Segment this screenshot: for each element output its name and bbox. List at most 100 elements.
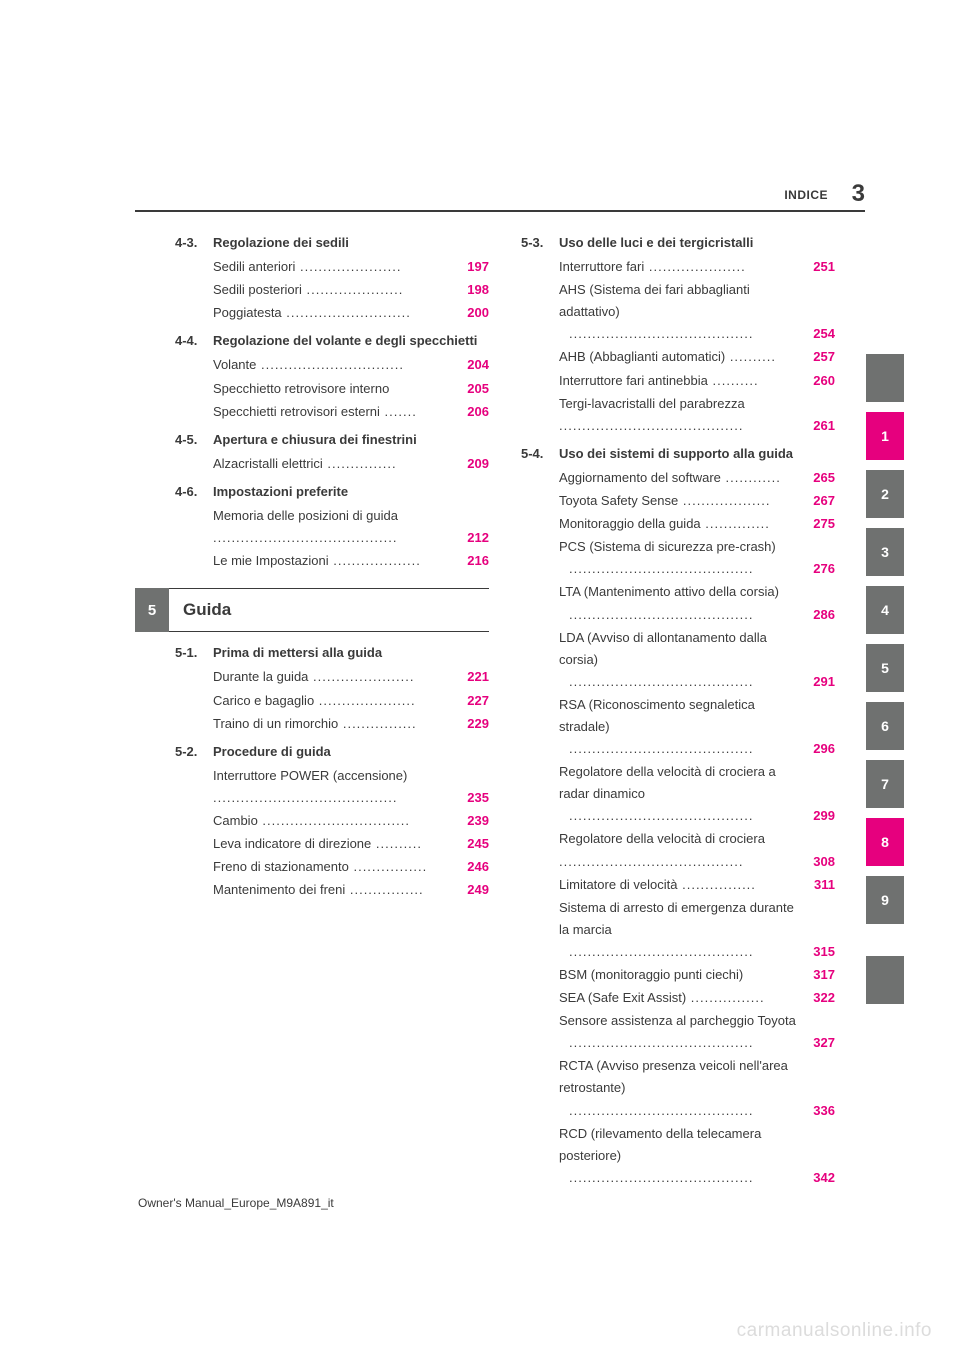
- chapter-tab-2: 2: [866, 470, 904, 518]
- entry-text: Mantenimento dei freni: [213, 879, 345, 901]
- entry-text: SEA (Safe Exit Assist): [559, 987, 686, 1009]
- section-number: 4-3.: [175, 232, 213, 254]
- chapter-tab-4: 4: [866, 586, 904, 634]
- toc-entry: Carico e bagaglio ..................... 2…: [175, 690, 489, 712]
- page-ref: 251: [813, 256, 835, 278]
- toc-entry: Leva indicatore di direzione .......... 2…: [175, 833, 489, 855]
- entry-continuation: ........................................: [559, 607, 753, 622]
- toc-entry: Sedili posteriori .....................1…: [175, 279, 489, 301]
- toc-entry: Durante la guida ......................2…: [175, 666, 489, 688]
- toc-entry: Mantenimento dei freni ................2…: [175, 879, 489, 901]
- entry-continuation: ........................................: [559, 1103, 753, 1118]
- section-heading: 5-4.Uso dei sistemi di supporto alla gui…: [521, 443, 835, 465]
- leader-dots: ..........: [708, 373, 759, 388]
- entry-text: LTA (Mantenimento attivo della corsia): [559, 581, 779, 603]
- leader-dots: ...........................: [282, 305, 411, 320]
- page-ref: 221: [467, 666, 489, 688]
- leader-dots: .......: [380, 404, 417, 419]
- entry-text: BSM (monitoraggio punti ciechi): [559, 964, 743, 986]
- section-heading: 4-6.Impostazioni preferite: [175, 481, 489, 503]
- entry-text: AHS (Sistema dei fari abbaglianti adatta…: [559, 279, 799, 323]
- chapter-tab-blank: .: [866, 354, 904, 402]
- toc-entry: AHB (Abbaglianti automatici) ..........2…: [521, 346, 835, 368]
- section-number: 4-5.: [175, 429, 213, 451]
- toc-entry: RCD (rilevamento della telecamera poster…: [521, 1123, 835, 1189]
- entry-text: Freno di stazionamento: [213, 856, 349, 878]
- page-ref: 291: [813, 671, 835, 693]
- leader-dots: ...............: [323, 456, 397, 471]
- leader-dots: ...................: [678, 493, 770, 508]
- entry-text: Regolatore della velocità di crociera a …: [559, 761, 799, 805]
- page-ref: 200: [467, 302, 489, 324]
- entry-text: Toyota Safety Sense: [559, 490, 678, 512]
- toc-entry: LDA (Avviso di allontanamento dalla cors…: [521, 627, 835, 693]
- entry-text: Aggiornamento del software: [559, 467, 721, 489]
- leader-dots: ..........: [371, 836, 422, 851]
- toc-entry: Freno di stazionamento ................2…: [175, 856, 489, 878]
- entry-text: Cambio: [213, 810, 258, 832]
- entry-continuation: ........................................: [559, 418, 743, 433]
- leader-dots: ......................: [308, 669, 414, 684]
- page-ref: 265: [813, 467, 835, 489]
- toc-section: 5-3.Uso delle luci e dei tergicristalliI…: [521, 232, 835, 437]
- page-ref: 245: [467, 833, 489, 855]
- entry-text: RCD (rilevamento della telecamera poster…: [559, 1123, 799, 1167]
- entry-text: Interruttore POWER (accensione): [213, 765, 407, 787]
- page-ref: 246: [467, 856, 489, 878]
- toc-entry: LTA (Mantenimento attivo della corsia)..…: [521, 581, 835, 625]
- entry-text: Specchietto retrovisore interno: [213, 378, 389, 400]
- chapter-tab-blank: .: [866, 956, 904, 1004]
- header-rule: [135, 210, 865, 212]
- header-label: INDICE: [784, 188, 828, 202]
- entry-text: Poggiatesta: [213, 302, 282, 324]
- leader-dots: ......................: [295, 259, 401, 274]
- toc-entry: Poggiatesta ........................... 2…: [175, 302, 489, 324]
- entry-text: Monitoraggio della guida: [559, 513, 701, 535]
- toc-entry: Interruttore fari .....................2…: [521, 256, 835, 278]
- section-heading: 5-2.Procedure di guida: [175, 741, 489, 763]
- leader-dots: .....................: [314, 693, 415, 708]
- entry-continuation: ........................................: [559, 1035, 753, 1050]
- page-ref: 227: [467, 690, 489, 712]
- section-title: Apertura e chiusura dei finestrini: [213, 429, 483, 451]
- page-ref: 336: [813, 1100, 835, 1122]
- page-ref: 317: [813, 964, 835, 986]
- entry-text: Alzacristalli elettrici: [213, 453, 323, 475]
- entry-continuation: ........................................: [213, 790, 397, 805]
- page-number: 3: [852, 180, 865, 208]
- toc-section: 5-1.Prima di mettersi alla guidaDurante …: [175, 642, 489, 734]
- entry-continuation: ........................................: [559, 674, 753, 689]
- toc-entry: Sistema di arresto di emergenza durante …: [521, 897, 835, 963]
- entry-text: Specchietti retrovisori esterni: [213, 401, 380, 423]
- page-ref: 322: [813, 987, 835, 1009]
- toc-entry: RCTA (Avviso presenza veicoli nell'area …: [521, 1055, 835, 1121]
- toc-section: 5-2.Procedure di guidaInterruttore POWER…: [175, 741, 489, 902]
- leader-dots: ..........: [725, 349, 776, 364]
- entry-text: Leva indicatore di direzione: [213, 833, 371, 855]
- page: INDICE 3 4-3.Regolazione dei sediliSedil…: [0, 0, 960, 1358]
- chapter-tabs: .123456789.: [866, 354, 904, 1014]
- entry-continuation: ........................................: [559, 854, 743, 869]
- section-title: Prima di mettersi alla guida: [213, 642, 483, 664]
- entry-text: Sensore assistenza al parcheggio Toyota: [559, 1010, 796, 1032]
- page-ref: 311: [814, 874, 835, 896]
- page-ref: 197: [467, 256, 489, 278]
- toc-entry: Traino di un rimorchio ................2…: [175, 713, 489, 735]
- entry-text: AHB (Abbaglianti automatici): [559, 346, 725, 368]
- section-heading: 5-1.Prima di mettersi alla guida: [175, 642, 489, 664]
- toc-section: 4-4.Regolazione del volante e degli spec…: [175, 330, 489, 422]
- entry-text: Memoria delle posizioni di guida: [213, 505, 398, 527]
- chapter-number-tab: 5: [135, 588, 169, 632]
- leader-dots: ................: [686, 990, 764, 1005]
- toc-entry: Le mie Impostazioni ...................2…: [175, 550, 489, 572]
- toc-section: 5-4.Uso dei sistemi di supporto alla gui…: [521, 443, 835, 1189]
- toc-section: 4-6.Impostazioni preferiteMemoria delle …: [175, 481, 489, 572]
- toc-entry: Interruttore POWER (accensione).........…: [175, 765, 489, 809]
- toc-entry: Toyota Safety Sense ...................2…: [521, 490, 835, 512]
- section-number: 5-1.: [175, 642, 213, 664]
- page-ref: 249: [467, 879, 489, 901]
- entry-text: Carico e bagaglio: [213, 690, 314, 712]
- page-ref: 206: [467, 401, 489, 423]
- chapter-title: Guida: [169, 596, 231, 625]
- toc-entry: Specchietti retrovisori esterni ....... 2…: [175, 401, 489, 423]
